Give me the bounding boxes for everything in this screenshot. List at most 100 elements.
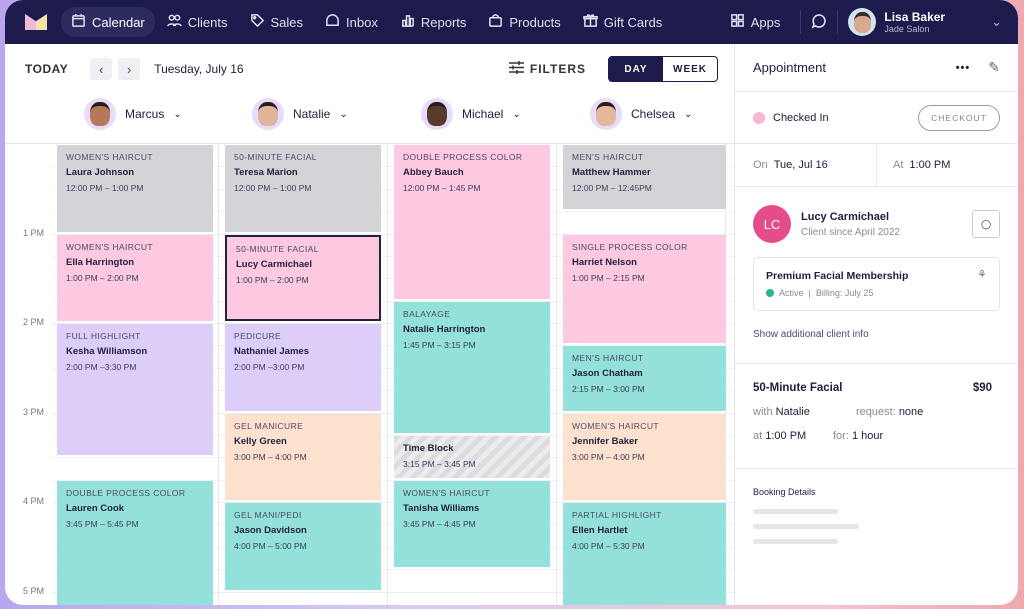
appointment-block[interactable]: Women's Haircut Ella Harrington 1:00 PM – … [57,234,213,321]
day-view-button[interactable]: DAY [609,57,663,81]
service-category: Men's Haircut [572,152,644,162]
appointment-block[interactable]: Gel Manicure Kelly Green 3:00 PM – 4:00 PM [225,413,381,500]
user-avatar [848,8,877,36]
user-name: Lisa Baker [884,10,946,24]
bag-icon [488,13,503,31]
appointment-block[interactable]: 50-Minute Facial Teresa Marion 12:00 PM – … [225,145,381,232]
grid-line [52,457,734,459]
appointment-time: 2:00 PM –3:30 PM [66,362,137,372]
client-name: Time Block [403,442,454,454]
at-label: at [753,430,763,442]
hour-label: 2 PM [23,317,45,327]
appointment-time: 4:00 PM – 5:30 PM [572,541,645,551]
client-name: Abbey Bauch [403,167,464,178]
client-avatar: LC [753,205,791,243]
placeholder-line [753,539,838,544]
column-divider [387,144,388,605]
staff-name: Natalie [293,107,331,121]
filters-button[interactable]: FILTERS [508,61,586,77]
nav-reports[interactable]: Reports [390,7,477,37]
appointment-block[interactable]: Women's Haircut Tanisha Williams 3:45 PM –… [394,480,550,568]
pencil-icon[interactable]: ✎ [988,59,1000,75]
appointment-block[interactable]: Men's Haircut Matthew Hammer 12:00 PM – 12… [563,145,726,210]
time-value: 1:00 PM [909,159,951,171]
service-category: Women's Haircut [403,487,490,498]
grid-line [52,591,734,593]
booking-details-label: Booking Details [753,487,816,497]
grid-line [52,323,734,324]
client-name[interactable]: Lucy Carmichael [801,210,890,223]
appointment-block[interactable]: Pedicure Nathaniel James 2:00 PM –3:00 PM [225,324,381,411]
appointment-block[interactable]: Men's Haircut Jason Chatham 2:15 PM – 3:00… [563,346,726,411]
service-category: Double Process Color [403,152,523,162]
separator: | [808,288,811,298]
week-view-button[interactable]: WEEK [673,63,707,75]
appointment-block[interactable]: Single Process Color Harriet Nelson 1:00 P… [563,234,726,344]
apps-label: Apps [750,14,781,30]
appointment-time: 2:15 PM – 3:00 PM [572,384,645,395]
client-name: Ella Harrington [66,256,135,268]
nav-label: Inbox [346,14,378,30]
divider [800,10,802,34]
appointment-block[interactable]: Time Block 3:15 PM – 3:45 PM [394,435,550,478]
client-name: Ellen Hartlet [572,525,628,536]
grid-line [52,300,734,302]
client-name: Teresa Marion [234,167,298,178]
prev-day-button[interactable]: ‹ [90,58,113,80]
nav-products[interactable]: Products [478,7,570,37]
appointment-time: 4:00 PM – 5:00 PM [234,541,307,551]
bar-chart-icon [400,13,415,31]
client-name: Matthew Hammer [572,167,651,178]
staff-selector-marcus[interactable]: Marcus ⌄ [84,98,182,130]
nav-sales[interactable]: Sales [240,7,314,37]
appointment-block[interactable]: Double Process Color Lauren Cook 3:45 PM –… [57,480,213,605]
appointment-time: 3:00 PM – 4:00 PM [234,451,307,462]
appointment-block[interactable]: Double Process Color Abbey Bauch 12:00 PM … [394,145,550,299]
service-category: Men's Haircut [572,353,644,364]
nav-inbox[interactable]: Inbox [315,7,388,37]
placeholder-line [753,524,859,529]
chevron-down-icon[interactable]: ⌄ [991,14,1002,29]
grid-line [52,367,734,369]
request-label: request: [856,406,896,418]
apps-button[interactable]: Apps [720,7,791,37]
nav-calendar[interactable]: Calendar [61,7,155,37]
staff-selector-chelsea[interactable]: Chelsea ⌄ [590,98,692,130]
user-menu[interactable]: Lisa Baker Jade Salon ⌄ [848,8,1018,36]
service-category: Pedicure [234,331,282,341]
appointment-block[interactable]: Full Highlight Kesha Williamson 2:00 PM –3… [57,324,213,456]
nav-clients[interactable]: Clients [157,7,238,37]
appointment-block[interactable]: Partial Highlight Ellen Hartlet 4:00 PM – … [563,503,726,605]
status-dot [753,111,765,124]
placeholder-line [753,509,838,514]
membership-status: Active [779,288,804,298]
badge-icon: ⚘ [977,269,987,281]
appointment-time: 3:00 PM – 4:00 PM [572,451,645,462]
date-field[interactable]: On Tue, Jul 16 [735,144,877,186]
more-icon[interactable]: ••• [955,61,971,74]
appointment-block[interactable]: 50-Minute Facial Lucy Carmichael 1:00 PM –… [225,234,381,321]
appointment-block[interactable]: Gel Mani/Pedi Jason Davidson 4:00 PM – 5:0… [225,503,381,590]
grid-line [52,546,734,548]
next-day-button[interactable]: › [118,58,141,80]
nav-label: Reports [420,14,467,30]
appointment-time: 3:45 PM – 4:45 PM [403,518,476,529]
today-button[interactable]: TODAY [25,62,69,76]
appointment-block[interactable]: Balayage Natalie Harrington 1:45 PM – 3:15… [394,301,550,433]
staff-avatar [590,98,622,130]
staff-selector-natalie[interactable]: Natalie ⌄ [252,98,348,130]
nav-label: Products [509,14,561,30]
chat-icon[interactable] [811,13,827,32]
divider [837,10,839,34]
show-client-info-link[interactable]: Show additional client info [753,329,869,340]
time-field[interactable]: At 1:00 PM [877,144,950,186]
grid-line [52,278,734,280]
staff-selector-michael[interactable]: Michael ⌄ [421,98,521,130]
appointment-block[interactable]: Women's Haircut Laura Johnson 12:00 PM – 1… [57,145,213,232]
nav-gift-cards[interactable]: Gift Cards [573,7,673,37]
nav-label: Sales [270,14,304,30]
checkout-button[interactable]: CHECKOUT [918,104,1000,131]
client-name: Jason Davidson [234,525,307,536]
message-icon[interactable]: ◯ [972,210,1000,238]
appointment-block[interactable]: Women's Haircut Jennifer Baker 3:00 PM – 4… [563,413,726,500]
